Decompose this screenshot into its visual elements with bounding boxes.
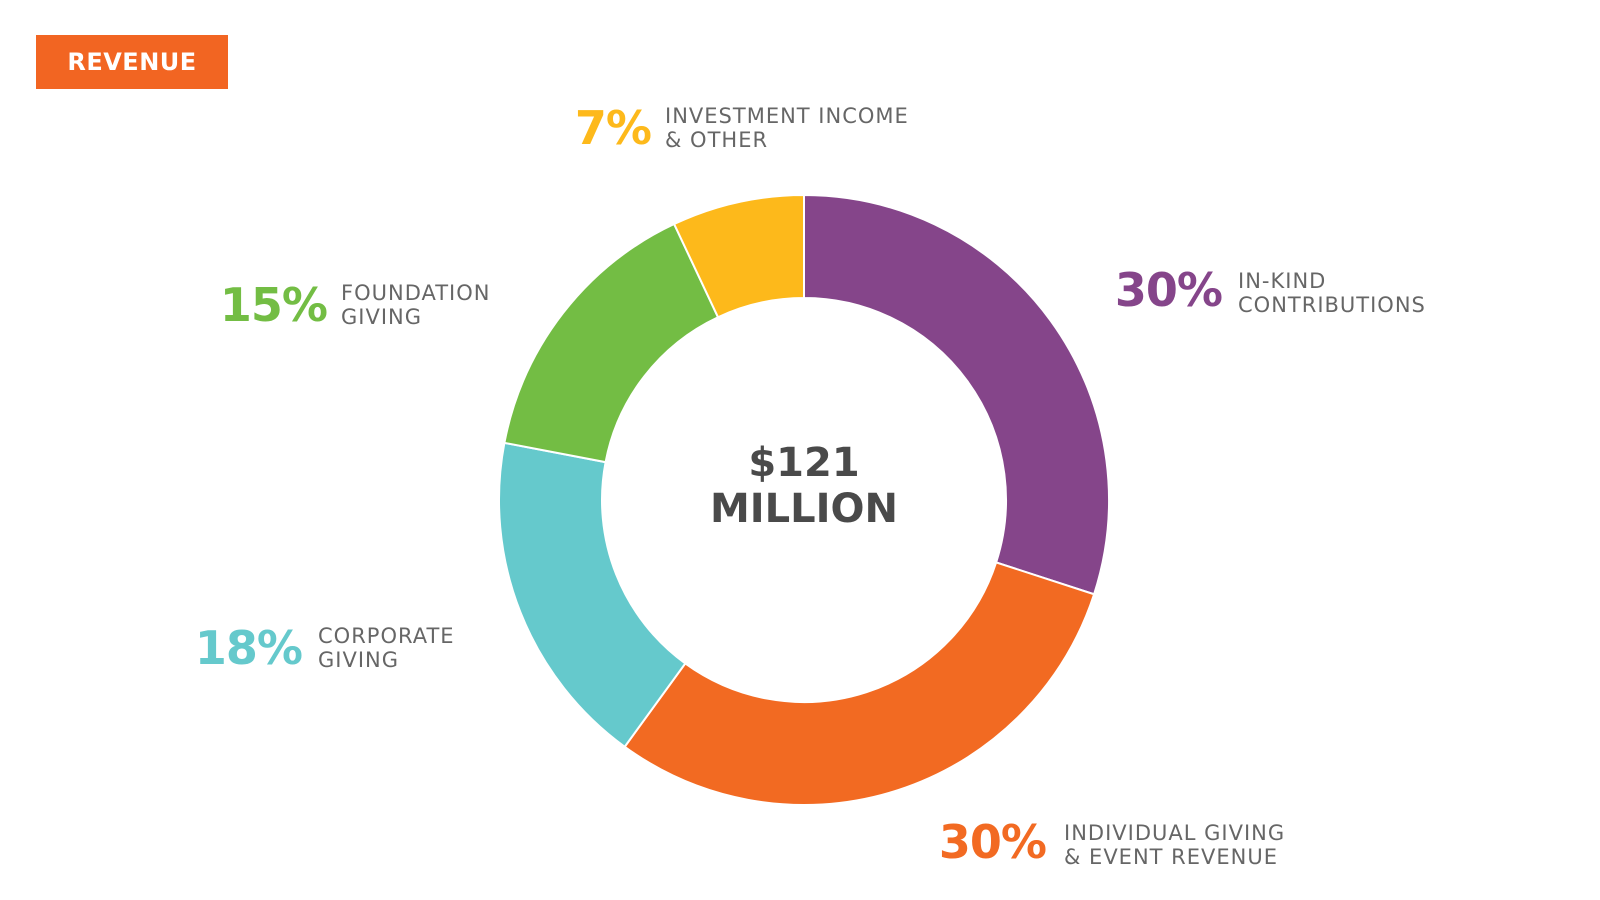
slice-label: FOUNDATION GIVING: [341, 281, 491, 329]
slice-label: INVESTMENT INCOME & OTHER: [665, 104, 909, 152]
value-label: 7%: [574, 101, 652, 155]
value-label: 18%: [194, 621, 303, 675]
slice: [623, 561, 1096, 806]
center-label: $121 MILLION: [709, 440, 899, 532]
slice-label: IN-KIND CONTRIBUTIONS: [1238, 269, 1426, 317]
slice: [503, 222, 720, 464]
value-label: 30%: [1114, 263, 1223, 317]
slice: [803, 193, 1110, 596]
value-label: 30%: [938, 815, 1047, 869]
chart-title: REVENUE: [36, 35, 228, 89]
slice: [672, 193, 805, 319]
slice-label: INDIVIDUAL GIVING & EVENT REVENUE: [1064, 821, 1286, 869]
slice-label: CORPORATE GIVING: [318, 624, 455, 672]
value-label: 15%: [219, 278, 328, 332]
